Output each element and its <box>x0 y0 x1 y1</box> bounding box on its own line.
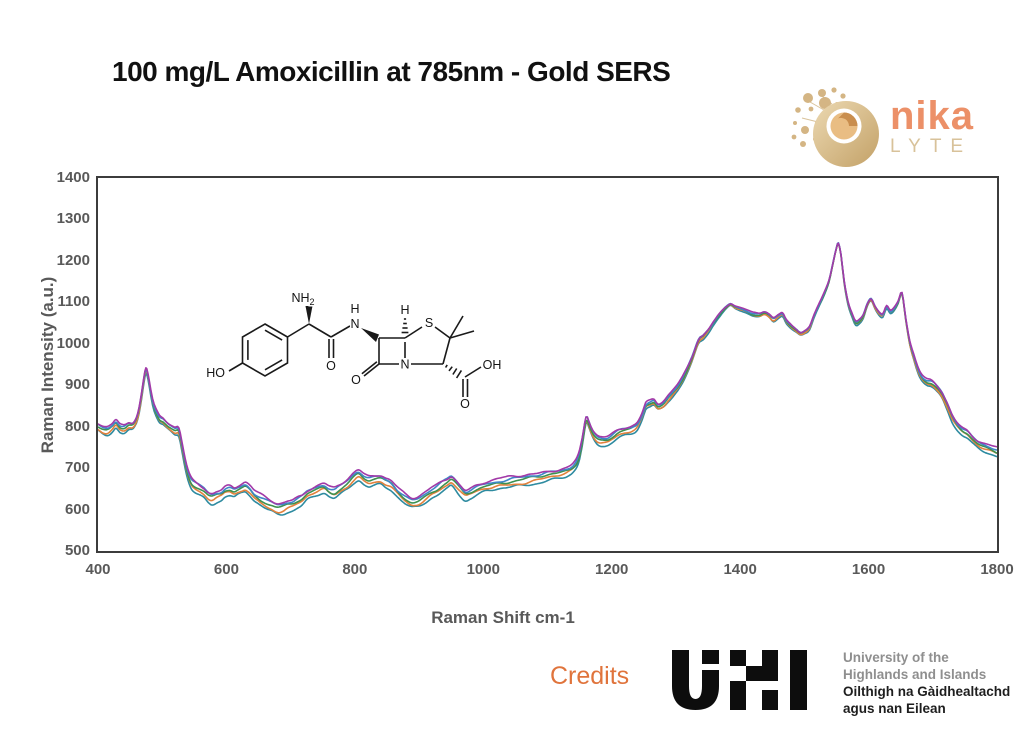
c6-wedge-bond <box>361 328 379 342</box>
spectra-canvas <box>97 242 998 516</box>
x-tick-label: 1400 <box>723 561 757 578</box>
amide-o-label: O <box>326 359 336 373</box>
y-tick-label: 1400 <box>56 169 90 186</box>
nikalyte-subword: LYTE <box>890 136 973 157</box>
c5-hash-bond <box>401 318 409 334</box>
acid-o-label: O <box>460 397 470 410</box>
uhi-logo <box>672 650 807 710</box>
lactam-o-label: O <box>351 373 361 387</box>
nikalyte-nanoparticle-icon <box>791 87 879 167</box>
nikalyte-logo: nika LYTE <box>788 84 1018 172</box>
y-tick-label: 1000 <box>56 334 90 352</box>
oh-label: OH <box>483 358 502 372</box>
c3-hash-bond <box>444 364 463 379</box>
y-tick-label: 1100 <box>57 293 90 311</box>
y-tick-label: 800 <box>64 417 90 435</box>
x-tick-label: 1800 <box>980 561 1014 578</box>
credits-label: Credits <box>550 662 630 690</box>
x-axis-title: Raman Shift cm-1 <box>431 608 575 627</box>
lactam-n-label: N <box>400 358 409 372</box>
uhi-name-line-2: Highlands and Islands <box>843 667 987 682</box>
uhi-letter-u <box>672 650 719 710</box>
x-tick-label: 1200 <box>595 561 629 578</box>
s-label: S <box>425 316 433 330</box>
nikalyte-wordmark: nika LYTE <box>890 94 975 158</box>
x-tick-label: 1000 <box>466 561 500 578</box>
uhi-name-gaelic-line-1: Oilthigh na Gàidhealtachd <box>843 684 1011 699</box>
y-tick-label: 500 <box>64 542 90 559</box>
y-tick-label: 700 <box>64 459 90 477</box>
page-title: 100 mg/L Amoxicillin at 785nm - Gold SER… <box>112 56 671 87</box>
amide-n-label: N <box>350 317 359 331</box>
y-tick-label: 900 <box>64 376 90 394</box>
phenol-ring-bond <box>241 323 289 377</box>
uhi-name-line-1: University of the <box>843 650 949 665</box>
x-tick-label: 1600 <box>851 561 886 578</box>
spectrum-line-replicate-1 <box>97 242 998 516</box>
y-tick-label: 1200 <box>56 251 90 269</box>
uhi-letter-i <box>790 650 807 710</box>
nikalyte-lens-crescent <box>838 112 858 126</box>
nikalyte-word: nika <box>890 94 975 138</box>
uhi-name-gaelic-line-2: agus nan Eilean <box>843 701 946 716</box>
plot-area <box>96 176 999 553</box>
spectrum-line-replicate-5 <box>97 242 998 505</box>
y-tick-label: 600 <box>64 500 90 518</box>
y-axis-title: Raman Intensity (a.u.) <box>38 276 57 454</box>
uhi-letter-h <box>730 650 778 710</box>
amide-h-label: H <box>350 302 359 316</box>
amoxicillin-structure: HO NH2 O N H N O H S O OH <box>205 290 503 411</box>
x-tick-label: 400 <box>85 561 111 578</box>
nh2-wedge-bond <box>305 306 313 324</box>
ho-label: HO <box>206 366 225 380</box>
c5-h-label: H <box>400 303 409 317</box>
nh2-label: NH2 <box>291 291 314 307</box>
x-tick-label: 600 <box>213 561 239 578</box>
uhi-university-name: University of the Highlands and Islands … <box>843 649 1010 717</box>
x-tick-label: 800 <box>342 561 368 578</box>
y-tick-label: 1300 <box>56 210 90 228</box>
